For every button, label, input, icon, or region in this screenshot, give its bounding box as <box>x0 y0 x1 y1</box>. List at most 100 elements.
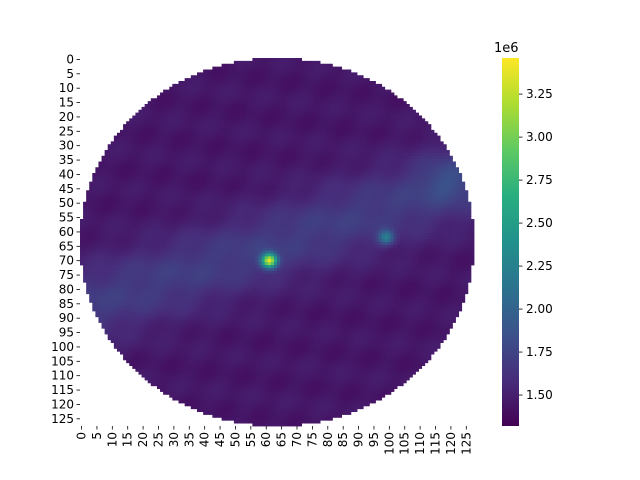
heatmap-cell <box>153 204 158 208</box>
heatmap-cell <box>261 63 266 68</box>
heatmap-cell <box>421 173 426 177</box>
heatmap-cell <box>209 164 213 168</box>
heatmap-cell <box>310 121 315 125</box>
heatmap-cell <box>147 198 152 203</box>
heatmap-cell <box>212 187 216 191</box>
heatmap-cell <box>449 173 453 177</box>
heatmap-cell <box>277 138 281 142</box>
heatmap-cell <box>206 81 210 85</box>
heatmap-cell <box>267 175 272 180</box>
heatmap-cell <box>323 181 327 185</box>
heatmap-cell <box>347 95 352 99</box>
heatmap-cell <box>341 173 346 177</box>
heatmap-cell <box>261 132 266 137</box>
heatmap-cell <box>313 75 318 79</box>
heatmap-cell <box>258 112 263 116</box>
heatmap-cell <box>378 178 383 183</box>
heatmap-cell <box>289 58 293 62</box>
heatmap-cell <box>301 109 306 114</box>
heatmap-cell <box>310 181 315 185</box>
heatmap-cell <box>381 184 386 188</box>
heatmap-cell <box>193 167 198 171</box>
heatmap-cell <box>116 138 121 142</box>
heatmap-cell <box>240 104 244 108</box>
heatmap-cell <box>166 201 170 206</box>
heatmap-cell <box>353 196 358 200</box>
heatmap-cell <box>243 207 247 211</box>
heatmap-cell <box>277 170 281 174</box>
heatmap-cell <box>449 204 453 208</box>
heatmap-cell <box>144 106 149 111</box>
heatmap-cell <box>203 101 207 105</box>
heatmap-cell <box>418 201 423 206</box>
heatmap-cell <box>295 138 299 142</box>
heatmap-cell <box>252 144 256 148</box>
heatmap-cell <box>252 167 256 171</box>
heatmap-cell <box>261 147 266 151</box>
heatmap-cell <box>329 101 333 105</box>
heatmap-cell <box>366 158 370 162</box>
heatmap-cell <box>218 138 222 142</box>
heatmap-cell <box>166 98 170 102</box>
heatmap-cell <box>286 124 290 128</box>
heatmap-cell <box>246 106 250 111</box>
heatmap-cell <box>227 81 232 85</box>
heatmap-cell <box>243 95 247 99</box>
heatmap-cell <box>190 95 195 99</box>
heatmap-cell <box>153 178 158 183</box>
heatmap-cell <box>304 173 309 177</box>
heatmap-cell <box>227 175 232 180</box>
heatmap-cell <box>144 150 149 154</box>
heatmap-cell <box>200 204 204 208</box>
heatmap-cell <box>433 181 438 185</box>
heatmap-cell <box>221 129 226 134</box>
heatmap-cell <box>129 118 133 122</box>
heatmap-cell <box>323 129 327 134</box>
heatmap-cell <box>267 187 272 191</box>
heatmap-cell <box>200 121 204 125</box>
heatmap-cell <box>277 60 281 65</box>
heatmap-cell <box>196 118 201 122</box>
heatmap-cell <box>301 170 306 174</box>
heatmap-cell <box>397 141 401 145</box>
heatmap-cell <box>350 155 355 160</box>
heatmap-cell <box>123 198 127 203</box>
heatmap-cell <box>412 164 416 168</box>
heatmap-cell <box>458 193 463 197</box>
heatmap-cell <box>363 196 367 200</box>
heatmap-cell <box>215 164 219 168</box>
heatmap-cell <box>313 124 318 128</box>
heatmap-cell <box>329 92 333 96</box>
heatmap-cell <box>350 135 355 139</box>
heatmap-cell <box>350 92 355 96</box>
heatmap-cell <box>341 75 346 79</box>
heatmap-cell <box>292 150 296 154</box>
heatmap-cell <box>344 152 349 157</box>
heatmap-cell <box>409 152 413 157</box>
heatmap-cell <box>360 155 364 160</box>
heatmap-cell <box>120 129 124 134</box>
heatmap-cell <box>200 86 204 91</box>
heatmap-cell <box>98 201 102 206</box>
heatmap-cell <box>95 167 99 171</box>
heatmap-cell <box>153 170 158 174</box>
heatmap-cell <box>92 184 96 188</box>
heatmap-cell <box>193 170 198 174</box>
heatmap-cell <box>203 104 207 108</box>
heatmap-cell <box>344 204 349 208</box>
heatmap-cell <box>421 201 426 206</box>
heatmap-cell <box>153 164 158 168</box>
heatmap-cell <box>360 81 364 85</box>
heatmap-cell <box>184 83 189 88</box>
heatmap-cell <box>289 118 293 122</box>
heatmap-cell <box>289 78 293 82</box>
heatmap-cell <box>243 118 247 122</box>
heatmap-cell <box>144 104 149 108</box>
heatmap-cell <box>141 187 146 191</box>
heatmap-cell <box>310 66 315 70</box>
heatmap-cell <box>261 121 266 125</box>
heatmap-cell <box>347 173 352 177</box>
heatmap-cell <box>310 115 315 119</box>
heatmap-cell <box>332 129 336 134</box>
heatmap-cell <box>184 158 189 162</box>
